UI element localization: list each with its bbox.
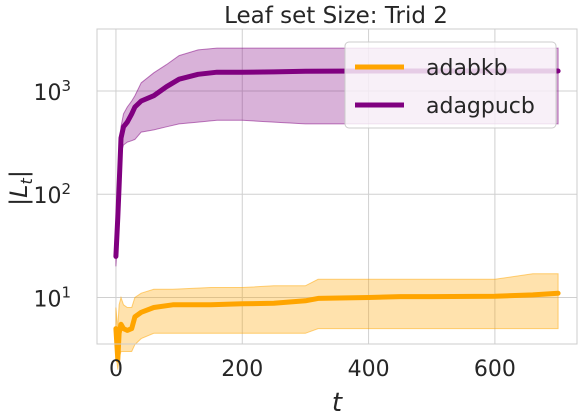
x-tick-label: 200 [221, 357, 263, 382]
legend: adabkb adagpucb [344, 41, 557, 129]
plot-frame [96, 28, 578, 345]
y-tick-label: 103 [33, 77, 71, 106]
legend-label-adabkb: adabkb [426, 56, 508, 81]
x-tick-label: 0 [109, 357, 123, 382]
legend-label-adagpucb: adagpucb [426, 94, 535, 119]
chart-title: Leaf set Size: Trid 2 [224, 3, 448, 29]
x-tick-label: 400 [348, 357, 390, 382]
y-tick-label: 102 [33, 180, 71, 209]
x-axis-label: t [332, 388, 343, 418]
line-adabkb [113, 290, 561, 363]
x-tick-labels: 0 200 400 600 [109, 357, 516, 382]
x-tick-label: 600 [474, 357, 516, 382]
y-tick-labels: 101 102 103 [33, 77, 71, 313]
y-axis-label: |Lt| [5, 170, 36, 206]
y-tick-label: 101 [33, 284, 71, 313]
